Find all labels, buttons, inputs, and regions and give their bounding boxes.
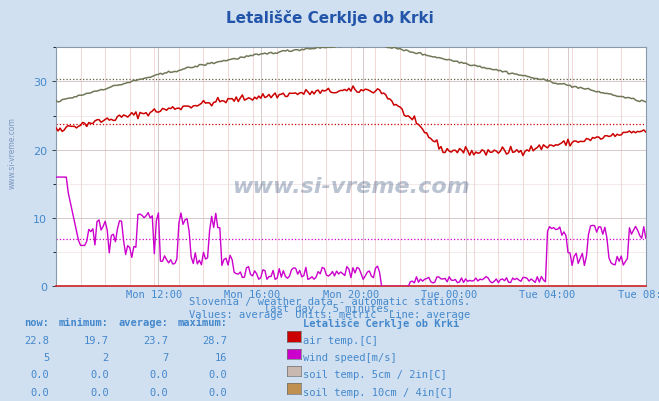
Text: www.si-vreme.com: www.si-vreme.com [232,176,470,196]
Text: 7: 7 [162,352,168,362]
Text: 0.0: 0.0 [31,369,49,379]
Text: now:: now: [24,318,49,328]
Text: Tue 00:00: Tue 00:00 [421,290,477,300]
Text: 0.0: 0.0 [209,387,227,397]
Text: Mon 20:00: Mon 20:00 [323,290,379,300]
Text: 0.0: 0.0 [209,369,227,379]
Text: Letališče Cerklje ob Krki: Letališče Cerklje ob Krki [225,10,434,26]
Text: 19.7: 19.7 [84,335,109,345]
Text: wind speed[m/s]: wind speed[m/s] [303,352,397,362]
Text: soil temp. 10cm / 4in[C]: soil temp. 10cm / 4in[C] [303,387,453,397]
Text: maximum:: maximum: [177,318,227,328]
Text: 5: 5 [43,352,49,362]
Text: www.si-vreme.com: www.si-vreme.com [8,117,17,188]
Text: Tue 08:00: Tue 08:00 [617,290,659,300]
Text: Values: average  Units: metric  Line: average: Values: average Units: metric Line: aver… [189,310,470,320]
Text: 0.0: 0.0 [90,387,109,397]
Text: 2: 2 [103,352,109,362]
Text: average:: average: [118,318,168,328]
Text: 0.0: 0.0 [31,387,49,397]
Text: 0.0: 0.0 [150,369,168,379]
Text: minimum:: minimum: [59,318,109,328]
Text: soil temp. 5cm / 2in[C]: soil temp. 5cm / 2in[C] [303,369,447,379]
Text: Letališče Cerklje ob Krki: Letališče Cerklje ob Krki [303,318,459,328]
Text: air temp.[C]: air temp.[C] [303,335,378,345]
Text: last day / 5 minutes.: last day / 5 minutes. [264,303,395,313]
Text: Mon 12:00: Mon 12:00 [126,290,183,300]
Text: Mon 16:00: Mon 16:00 [225,290,281,300]
Text: 0.0: 0.0 [150,387,168,397]
Text: Tue 04:00: Tue 04:00 [519,290,576,300]
Text: 0.0: 0.0 [90,369,109,379]
Text: 28.7: 28.7 [202,335,227,345]
Text: Slovenia / weather data - automatic stations.: Slovenia / weather data - automatic stat… [189,296,470,306]
Text: 23.7: 23.7 [143,335,168,345]
Text: 16: 16 [215,352,227,362]
Text: 22.8: 22.8 [24,335,49,345]
